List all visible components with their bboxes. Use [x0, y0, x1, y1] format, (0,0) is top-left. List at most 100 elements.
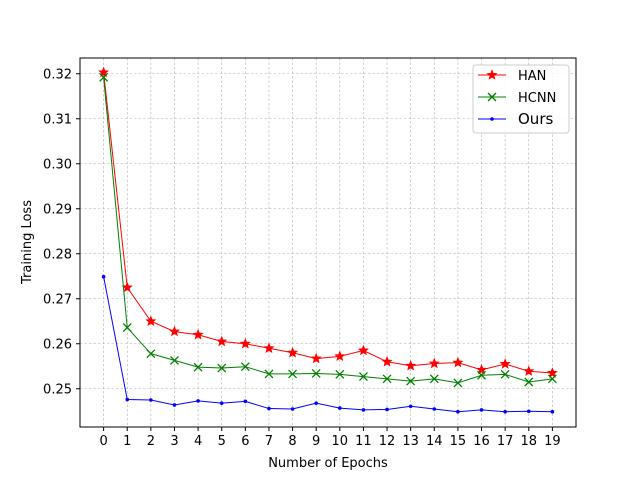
data-point-hcnn: [335, 369, 345, 379]
data-point-han: [239, 337, 251, 349]
x-tick-label: 13: [402, 434, 419, 449]
data-point-ours: [267, 406, 271, 411]
legend-marker-han: [486, 69, 498, 80]
x-tick-label: 6: [241, 434, 249, 449]
data-point-han: [310, 352, 322, 364]
data-point-hcnn: [429, 374, 439, 384]
data-point-hcnn: [500, 369, 510, 379]
data-point-hcnn: [99, 72, 109, 82]
data-point-han: [428, 357, 440, 369]
x-tick-label: 14: [426, 434, 443, 449]
data-point-ours: [408, 404, 413, 409]
data-point-ours: [149, 398, 153, 402]
legend-label-han: HAN: [518, 69, 546, 84]
data-point-hcnn: [477, 370, 486, 380]
data-point-han: [192, 328, 204, 340]
data-point-ours: [243, 399, 248, 404]
data-point-hcnn: [524, 377, 534, 387]
y-tick-label: 0.30: [43, 157, 72, 172]
x-tick-label: 16: [473, 434, 490, 449]
data-point-han: [216, 335, 228, 347]
data-point-ours: [338, 406, 342, 410]
legend-label-hcnn: HCNN: [518, 91, 556, 106]
data-point-han: [287, 346, 299, 358]
y-axis-ticks: 0.25 0.26 0.27 0.28 0.29 0.30 0.31 0.32: [43, 67, 80, 397]
data-point-hcnn: [288, 369, 298, 379]
data-point-hcnn: [240, 362, 250, 372]
data-point-han: [405, 359, 417, 371]
y-tick-label: 0.32: [43, 67, 72, 82]
data-point-ours: [361, 408, 366, 412]
data-point-ours: [172, 403, 177, 407]
x-axis-ticks: 0 1 2 3 4 5 6 7 8 9 10 11 12 13 14 15 16 17 18 19: [99, 427, 561, 449]
legend-entry-han: HAN: [478, 69, 546, 84]
data-point-han: [334, 350, 346, 362]
data-point-hcnn: [122, 323, 132, 333]
data-point-han: [381, 355, 393, 367]
legend: HAN HCNN Ours: [472, 64, 570, 134]
data-point-hcnn: [311, 368, 321, 378]
x-tick-label: 8: [288, 434, 296, 449]
x-tick-label: 3: [170, 434, 178, 449]
data-point-han: [499, 358, 511, 369]
data-point-hcnn: [264, 369, 274, 379]
data-point-han: [145, 315, 157, 326]
data-point-ours: [526, 409, 531, 414]
legend-entry-hcnn: HCNN: [478, 91, 556, 106]
data-point-ours: [196, 399, 200, 403]
data-point-han: [357, 344, 369, 356]
data-point-hcnn: [382, 374, 392, 384]
data-point-hcnn: [358, 372, 368, 382]
data-point-ours: [290, 407, 295, 411]
legend-entry-ours: Ours: [478, 110, 553, 128]
data-point-hcnn: [217, 363, 227, 373]
data-point-ours: [219, 401, 224, 405]
x-tick-label: 19: [544, 434, 561, 449]
series-han: [98, 66, 558, 378]
series-line-hcnn: [103, 77, 553, 384]
x-tick-label: 1: [123, 434, 131, 449]
data-point-ours: [125, 397, 130, 402]
data-point-han: [476, 364, 488, 375]
x-tick-label: 9: [312, 434, 320, 449]
x-tick-label: 17: [497, 434, 514, 449]
data-point-ours: [479, 408, 484, 412]
data-point-han: [546, 367, 558, 378]
x-tick-label: 18: [520, 434, 537, 449]
y-tick-label: 0.27: [43, 292, 72, 307]
series-line-ours: [103, 276, 553, 413]
x-tick-label: 10: [332, 434, 349, 449]
x-tick-label: 0: [99, 434, 107, 449]
data-point-han: [452, 356, 464, 368]
data-point-ours: [503, 409, 507, 414]
data-point-hcnn: [170, 355, 179, 365]
x-tick-label: 12: [379, 434, 396, 449]
legend-label-ours: Ours: [518, 110, 553, 128]
data-point-han: [263, 342, 275, 353]
y-tick-label: 0.26: [43, 337, 72, 352]
y-axis-label: Training Loss: [20, 200, 35, 285]
data-point-han: [168, 325, 180, 337]
data-point-hcnn: [406, 376, 416, 386]
y-tick-label: 0.25: [43, 382, 72, 397]
x-tick-label: 7: [265, 434, 273, 449]
data-point-hcnn: [146, 349, 156, 359]
data-point-han: [98, 66, 110, 78]
data-point-hcnn: [453, 378, 463, 388]
x-tick-label: 2: [147, 434, 155, 449]
data-point-han: [523, 365, 535, 376]
data-point-ours: [314, 401, 318, 405]
data-point-ours: [385, 407, 389, 412]
data-point-hcnn: [193, 362, 203, 372]
data-point-ours: [101, 274, 106, 279]
y-tick-label: 0.28: [43, 247, 72, 262]
legend-marker-hcnn: [487, 92, 497, 102]
data-point-ours: [432, 407, 437, 411]
x-tick-label: 4: [194, 434, 202, 449]
series-layer: [98, 66, 558, 414]
data-point-hcnn: [547, 374, 557, 384]
series-hcnn: [99, 72, 557, 388]
data-point-ours: [550, 409, 555, 414]
data-point-ours: [456, 409, 460, 414]
